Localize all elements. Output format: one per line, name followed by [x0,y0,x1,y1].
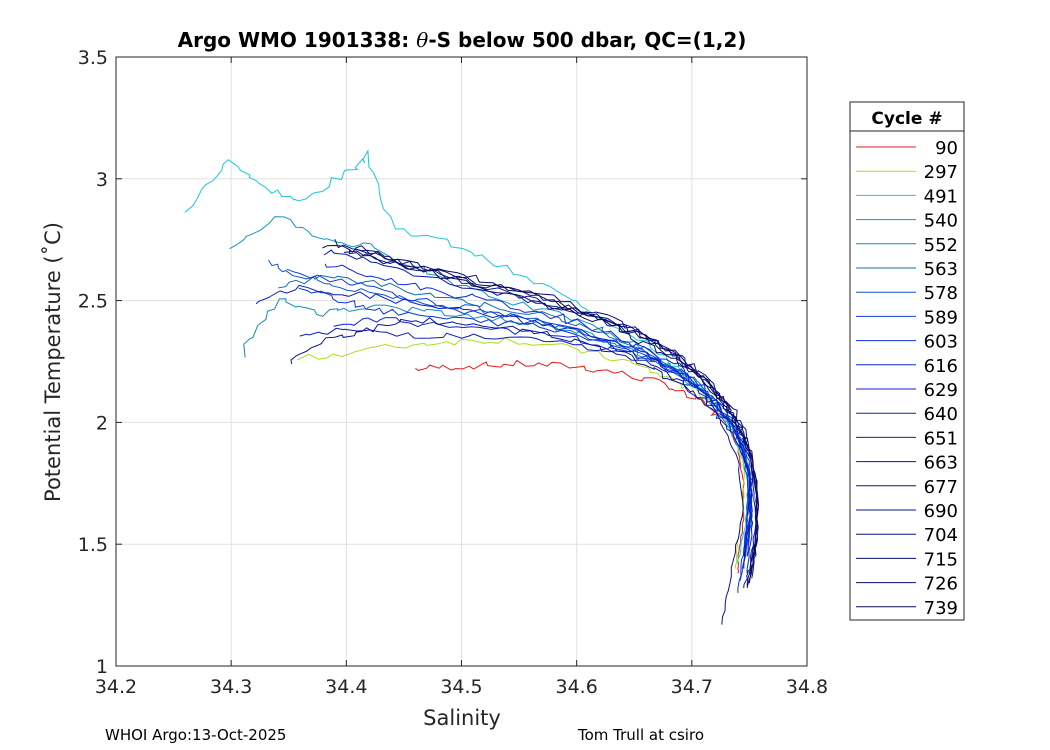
series-lines [184,149,760,625]
x-tick-label: 34.4 [325,676,367,698]
y-tick-label: 1.5 [78,534,108,556]
series-line-739 [354,245,760,589]
y-tick-label: 3 [96,169,108,191]
x-tick-label: 34.7 [671,676,713,698]
legend-label-715: 715 [924,549,958,570]
chart-title: Argo WMO 1901338: θ-S below 500 dbar, QC… [178,28,747,52]
legend-label-739: 739 [924,598,958,619]
legend-label-491: 491 [924,186,958,207]
y-axis-label: Potential Temperature (˚C) [41,222,65,502]
x-tick-label: 34.8 [786,676,828,698]
legend-label-629: 629 [924,380,958,401]
legend-label-663: 663 [924,453,958,474]
legend-label-589: 589 [924,307,958,328]
x-axis-label: Salinity [423,706,501,730]
legend-label-690: 690 [924,501,958,522]
series-line-491 [184,149,750,564]
legend-label-640: 640 [924,404,958,425]
legend-label-677: 677 [924,477,958,498]
x-tick-label: 34.3 [210,676,252,698]
y-tick-label: 3.5 [78,47,108,69]
x-tick-label: 34.6 [556,676,598,698]
series-line-90 [415,359,745,574]
series-line-651 [299,327,751,564]
series-line-726 [343,250,759,586]
legend-label-90: 90 [935,138,958,159]
footer-credit: Tom Trull at csiro [578,726,704,744]
legend-box [849,101,965,621]
series-line-297 [296,337,745,569]
legend: Cycle # 90 297 491 540 552 563 578 589 603 616 629… [849,101,965,621]
x-tick-label: 34.5 [440,676,482,698]
y-tick-label: 2 [96,412,108,434]
series-line-677 [290,317,744,625]
legend-label-616: 616 [924,356,958,377]
x-tick-label: 34.2 [95,676,137,698]
legend-label-704: 704 [924,525,958,546]
y-tick-label: 2.5 [78,291,108,313]
y-tick-label: 1 [96,656,108,678]
footer-date: WHOI Argo:13-Oct-2025 [105,726,287,744]
series-line-616 [324,263,753,557]
legend-title: Cycle # [871,109,942,129]
legend-label-563: 563 [924,259,958,280]
legend-label-540: 540 [924,211,958,232]
legend-label-726: 726 [924,574,958,595]
legend-label-651: 651 [924,428,958,449]
axis-ticks: 34.2 34.3 34.4 34.5 34.6 34.7 34.8 1 1.5 2 2.5 3 3.5 [78,47,828,698]
legend-label-297: 297 [924,162,958,183]
legend-label-578: 578 [924,283,958,304]
legend-label-552: 552 [924,235,958,256]
legend-label-603: 603 [924,332,958,353]
series-line-563 [278,274,753,569]
